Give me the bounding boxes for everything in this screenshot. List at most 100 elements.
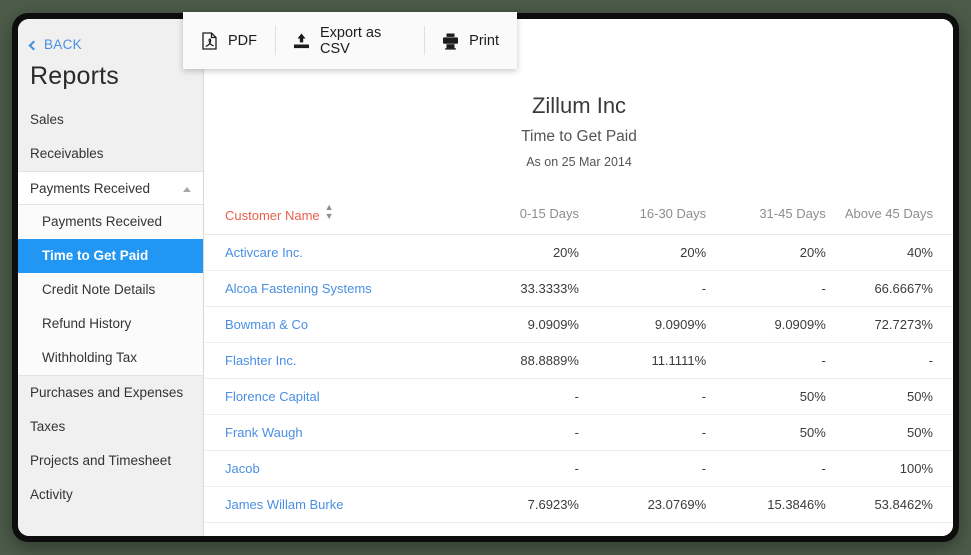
cell-31-45-days: 50% [706,414,826,451]
cell-31-45-days: 9.0909% [706,306,826,343]
cell-16-30-days: 11.1111% [578,342,707,379]
organization-name: Zillum Inc [531,93,627,118]
cell-above-45-days: 40% [825,234,953,271]
cell-16-30-days: - [578,522,707,536]
table-row: James Willam Burke 7.6923% 23.0769% 15.3846… [205,486,953,523]
cell-16-30-days: - [578,378,707,415]
sidebar-item-withholding-tax[interactable]: Withholding Tax [18,341,203,375]
cell-0-15-days: 33.3333% [451,270,579,307]
back-button[interactable]: BACK [18,19,203,56]
sidebar-subitem-label: Credit Note Details [42,282,156,297]
cell-above-45-days: 72.7273% [825,306,953,343]
table-row: Florence Capital - -50% 50% [205,378,953,415]
sidebar-item-purchases-and-expenses[interactable]: Purchases and Expenses [18,376,203,410]
sidebar-item-taxes[interactable]: Taxes [18,410,203,444]
cell-31-45-days: - [706,342,826,379]
sidebar-subitem-label: Time to Get Paid [42,248,149,263]
cell-above-45-days: 66.6667% [825,270,953,307]
pdf-file-icon [201,31,218,50]
customer-name-link[interactable]: James Willam Burke [205,486,452,523]
column-header-above-45-days[interactable]: Above 45 Days [825,194,953,235]
table-row: Flashter Inc. 88.8889% 11.1111% - - [205,342,953,379]
pdf-button[interactable]: PDF [183,12,275,69]
caret-up-icon [183,187,191,192]
table-row: Jane---100% [205,522,953,536]
customer-name-link[interactable]: Frank Waugh [205,414,452,451]
sidebar-item-time-to-get-paid[interactable]: Time to Get Paid [18,239,203,273]
cell-0-15-days: 88.8889% [451,342,579,379]
customer-name-link[interactable]: Flashter Inc. [205,342,452,379]
column-header-31-45-days[interactable]: 31-45 Days [706,194,826,235]
sidebar-item-payments-received[interactable]: Payments Received [18,205,203,239]
cell-16-30-days: 9.0909% [578,306,707,343]
cell-31-45-days: - [706,450,826,487]
sidebar-item-credit-note-details[interactable]: Credit Note Details [18,273,203,307]
cell-0-15-days: - [451,378,579,415]
sidebar-subitem-label: Payments Received [42,214,163,229]
cell-0-15-days: 7.6923% [451,486,579,523]
cell-above-45-days: 100% [825,522,953,536]
sidebar-group-payments-received[interactable]: Payments Received [18,171,203,205]
report-table: Customer Name ▲ ▼ 0-15 Days 16-30 Days 31-… [205,194,953,536]
cell-0-15-days: - [451,414,579,451]
page-title: Reports [30,62,119,90]
report-content: Zillum Inc Time to Get Paid As on 25 Mar… [205,19,953,536]
sidebar-subitem-label: Withholding Tax [42,350,138,365]
back-button-label: BACK [44,37,82,52]
customer-name-link[interactable]: Bowman & Co [205,306,452,343]
cell-0-15-days: - [451,522,579,536]
table-row: Alcoa Fastening Systems 33.3333% - -66.6667… [205,270,953,307]
sidebar-item-activity[interactable]: Activity [18,478,203,512]
customer-name-link[interactable]: Jacob [205,450,452,487]
export-csv-button-label: Export as CSV [320,24,382,57]
customer-name-link[interactable]: Activcare Inc. [205,234,452,271]
chevron-left-icon [28,40,39,50]
cell-31-45-days: - [706,522,826,536]
table-body: Activcare Inc. 20% 20% 20% 40% Alcoa Fastenin… [205,234,953,536]
sidebar-item-label: Activity [30,487,73,502]
sidebar-group-label: Payments Received [30,181,151,196]
report-title: Time to Get Paid [521,128,637,145]
sort-updown-icon[interactable]: ▲ ▼ [324,202,334,221]
cell-above-45-days: 53.8462% [825,486,953,523]
print-button-label: Print [469,32,499,49]
app-window: BACK Reports Sales Receivables Payments … [18,19,953,536]
table-row: Frank Waugh - -50% 50% [205,414,953,451]
sidebar-item-label: Sales [30,112,64,127]
printer-icon [442,32,459,50]
sidebar-item-receivables[interactable]: Receivables [18,137,203,171]
table-row: Jacob - - -100% [205,450,953,487]
table-row: Bowman & Co 9.0909% 9.0909% 9.0909% 72.7273% [205,306,953,343]
sidebar-item-projects-and-timesheet[interactable]: Projects and Timesheet [18,444,203,478]
column-header-label: Customer Name [225,208,320,223]
column-header-0-15-days[interactable]: 0-15 Days [451,194,579,235]
cell-above-45-days: 50% [825,414,953,451]
export-upload-icon [293,32,310,50]
customer-name-link[interactable]: Alcoa Fastening Systems [205,270,452,307]
sidebar-item-sales[interactable]: Sales [18,103,203,137]
column-header-16-30-days[interactable]: 16-30 Days [578,194,707,235]
sidebar-item-refund-history[interactable]: Refund History [18,307,203,341]
table-row: Activcare Inc. 20% 20% 20% 40% [205,234,953,271]
cell-0-15-days: - [451,450,579,487]
table-header-row: Customer Name ▲ ▼ 0-15 Days 16-30 Days 31-… [205,194,953,235]
sidebar-item-label: Purchases and Expenses [30,385,184,400]
cell-16-30-days: - [578,450,707,487]
pdf-button-label: PDF [228,32,257,49]
sidebar-item-label: Receivables [30,146,104,161]
cell-31-45-days: 50% [706,378,826,415]
column-header-customer-name[interactable]: Customer Name ▲ ▼ [205,194,452,235]
report-header: Zillum Inc Time to Get Paid As on 25 Mar… [205,19,953,169]
cell-16-30-days: - [578,270,707,307]
cell-above-45-days: - [825,342,953,379]
print-button[interactable]: Print [424,12,517,69]
cell-0-15-days: 9.0909% [451,306,579,343]
report-as-on-date: As on 25 Mar 2014 [526,155,632,169]
cell-above-45-days: 100% [825,450,953,487]
cell-0-15-days: 20% [451,234,579,271]
customer-name-link[interactable]: Florence Capital [205,378,452,415]
customer-name-link[interactable]: Jane [205,522,452,536]
sidebar: BACK Reports Sales Receivables Payments … [18,19,204,536]
export-csv-button[interactable]: Export as CSV [275,12,424,69]
cell-31-45-days: 20% [706,234,826,271]
